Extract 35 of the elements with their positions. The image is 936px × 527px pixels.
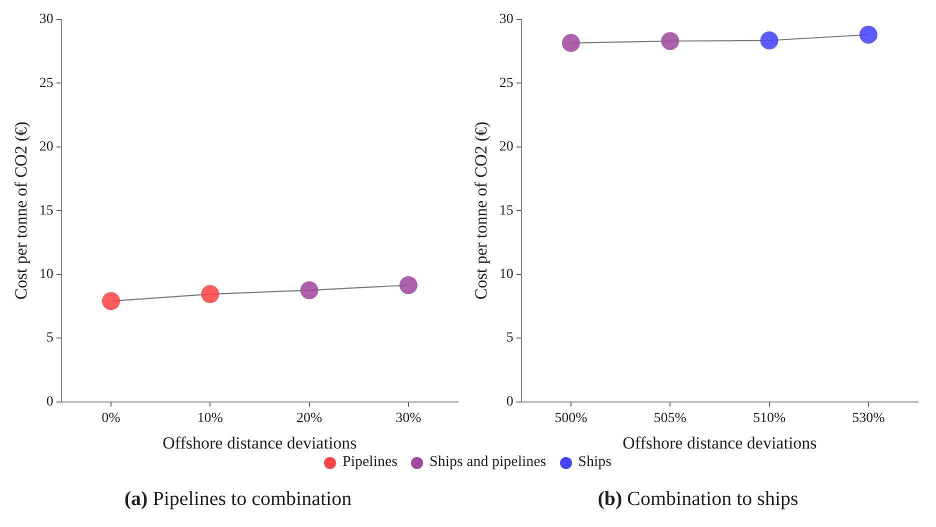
y-tick-label: 15 <box>499 203 514 218</box>
y-tick-label: 10 <box>39 267 54 282</box>
y-tick-label: 30 <box>499 12 514 28</box>
x-tick-label: 20% <box>296 410 322 426</box>
y-tick-label: 25 <box>499 76 514 91</box>
y-tick-label: 15 <box>39 203 54 218</box>
y-tick-label: 25 <box>39 76 54 91</box>
point <box>102 292 120 310</box>
y-tick-label: 0 <box>506 394 514 410</box>
x-tick-label: 510% <box>752 410 786 426</box>
y-tick-label: 5 <box>506 330 514 346</box>
y-tick-label: 20 <box>499 140 514 155</box>
y-tick-label: 20 <box>39 140 54 155</box>
text: (a) Pipelines to combination <box>124 488 352 510</box>
y-axis-title: Cost per tonne of CO2 (€) <box>12 122 31 300</box>
x-axis-title: Offshore distance deviations <box>162 433 357 452</box>
point <box>300 281 318 300</box>
legend-label: Ships and pipelines <box>429 454 546 471</box>
y-tick-label: 5 <box>46 330 54 346</box>
y-axis-title: Cost per tonne of CO2 (€) <box>472 122 491 300</box>
y-tick-label: 10 <box>499 267 514 282</box>
x-tick-label: 530% <box>852 410 886 426</box>
x-tick-label: 30% <box>396 410 422 426</box>
x-tick-label: 505% <box>654 410 687 426</box>
point <box>201 285 220 304</box>
point <box>399 276 418 294</box>
y-tick-label: 30 <box>39 12 54 28</box>
x-tick-label: 0% <box>102 410 121 426</box>
text: (b) Combination to ships <box>598 488 798 510</box>
legend-label: Pipelines <box>342 454 398 471</box>
y-tick-label: 0 <box>46 394 54 410</box>
x-axis-title: Offshore distance deviations <box>622 433 817 452</box>
legend-label: Ships <box>578 454 612 471</box>
x-tick-label: 500% <box>554 410 588 426</box>
x-tick-label: 10% <box>197 410 224 426</box>
